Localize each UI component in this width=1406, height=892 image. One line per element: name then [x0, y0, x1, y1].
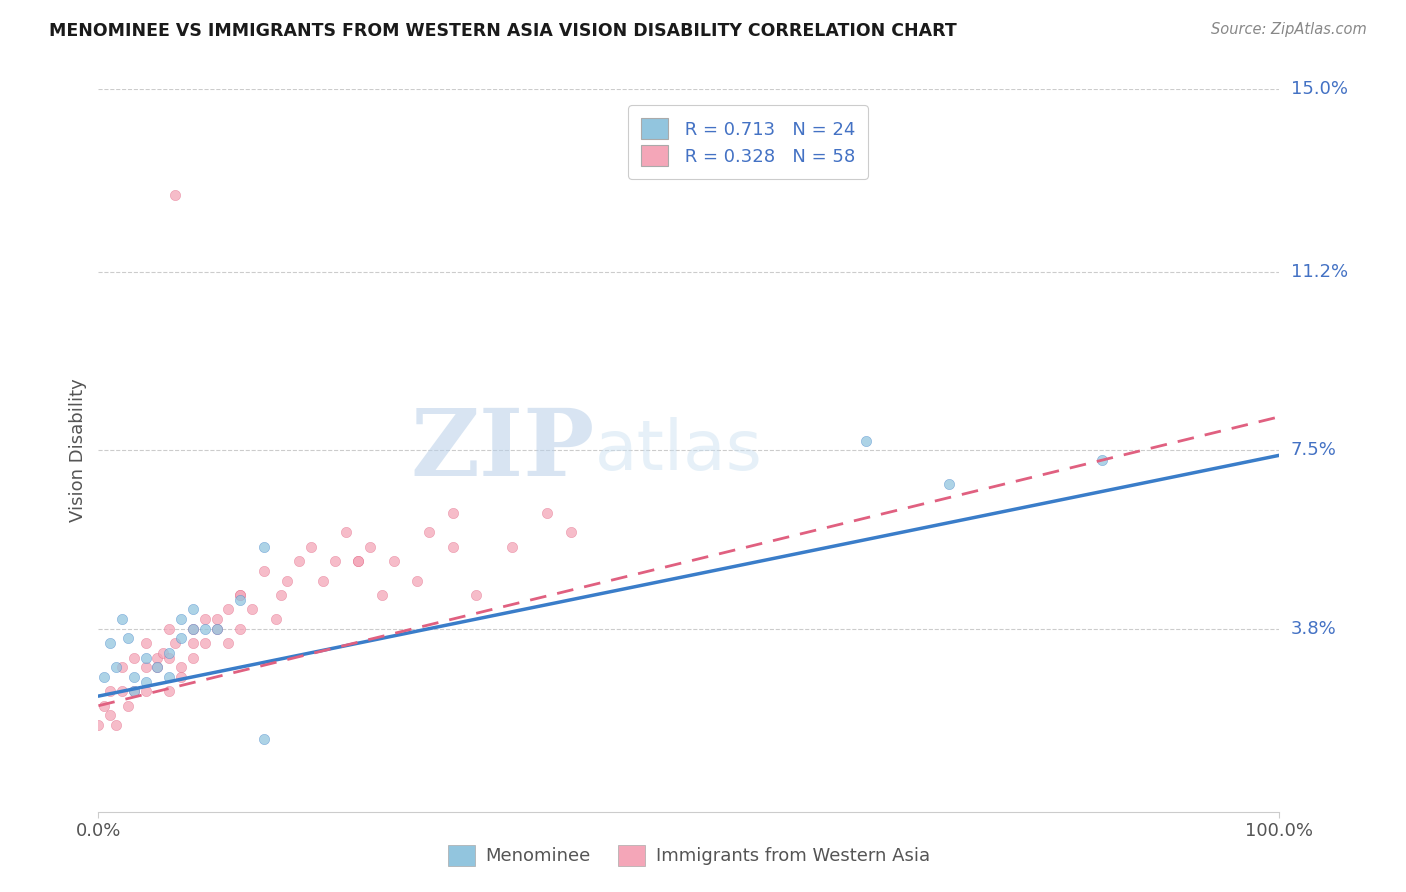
Point — [157, 646, 180, 660]
Point — [229, 622, 252, 636]
Y-axis label: Vision Disability: Vision Disability — [69, 378, 87, 523]
Point — [105, 660, 128, 674]
Text: Source: ZipAtlas.com: Source: ZipAtlas.com — [1211, 22, 1367, 37]
Point — [253, 732, 276, 747]
Text: 3.8%: 3.8% — [1291, 620, 1336, 638]
Point — [181, 622, 204, 636]
Point — [117, 698, 139, 713]
Legend: Menominee, Immigrants from Western Asia: Menominee, Immigrants from Western Asia — [439, 836, 939, 875]
Point — [152, 646, 174, 660]
Point — [264, 612, 287, 626]
Point — [170, 670, 193, 684]
Point — [181, 602, 204, 616]
Point — [441, 540, 464, 554]
Text: MENOMINEE VS IMMIGRANTS FROM WESTERN ASIA VISION DISABILITY CORRELATION CHART: MENOMINEE VS IMMIGRANTS FROM WESTERN ASI… — [49, 22, 957, 40]
Point — [347, 554, 370, 568]
Point — [170, 612, 193, 626]
Point — [418, 525, 440, 540]
Point — [135, 660, 157, 674]
Point — [240, 602, 263, 616]
Point — [122, 684, 145, 698]
Point — [181, 622, 204, 636]
Point — [359, 540, 381, 554]
Point — [165, 636, 187, 650]
Point — [465, 588, 488, 602]
Point — [135, 674, 157, 689]
Point — [335, 525, 357, 540]
Point — [157, 650, 180, 665]
Point — [194, 636, 217, 650]
Text: 7.5%: 7.5% — [1291, 442, 1337, 459]
Point — [217, 636, 239, 650]
Point — [194, 622, 217, 636]
Point — [229, 588, 252, 602]
Point — [111, 612, 134, 626]
Text: atlas: atlas — [595, 417, 762, 484]
Point — [170, 632, 193, 646]
Text: 15.0%: 15.0% — [1291, 80, 1347, 98]
Point — [371, 588, 394, 602]
Point — [117, 632, 139, 646]
Text: ZIP: ZIP — [411, 406, 595, 495]
Point — [157, 622, 180, 636]
Point — [98, 708, 121, 723]
Point — [382, 554, 405, 568]
Point — [441, 506, 464, 520]
Point — [122, 684, 145, 698]
Point — [135, 650, 157, 665]
Point — [501, 540, 523, 554]
Point — [111, 684, 134, 698]
Point — [229, 588, 252, 602]
Point — [93, 670, 115, 684]
Point — [170, 660, 193, 674]
Point — [135, 684, 157, 698]
Point — [536, 506, 558, 520]
Point — [253, 540, 276, 554]
Text: 11.2%: 11.2% — [1291, 263, 1348, 281]
Point — [205, 612, 228, 626]
Point — [270, 588, 292, 602]
Point — [181, 636, 204, 650]
Point — [323, 554, 346, 568]
Point — [146, 660, 169, 674]
Point — [87, 718, 110, 732]
Point — [312, 574, 335, 588]
Point — [229, 592, 252, 607]
Point — [146, 660, 169, 674]
Point — [135, 636, 157, 650]
Point — [181, 650, 204, 665]
Point — [855, 434, 877, 448]
Point — [157, 684, 180, 698]
Point — [560, 525, 582, 540]
Point — [217, 602, 239, 616]
Point — [288, 554, 311, 568]
Point — [205, 622, 228, 636]
Point — [194, 612, 217, 626]
Point — [93, 698, 115, 713]
Point — [98, 684, 121, 698]
Point — [98, 636, 121, 650]
Point — [111, 660, 134, 674]
Point — [122, 650, 145, 665]
Point — [146, 650, 169, 665]
Point — [406, 574, 429, 588]
Point — [1091, 453, 1114, 467]
Point — [205, 622, 228, 636]
Point — [122, 670, 145, 684]
Point — [276, 574, 298, 588]
Point — [253, 564, 276, 578]
Point — [105, 718, 128, 732]
Point — [165, 188, 187, 202]
Point — [938, 477, 960, 491]
Point — [157, 670, 180, 684]
Point — [347, 554, 370, 568]
Point — [299, 540, 322, 554]
